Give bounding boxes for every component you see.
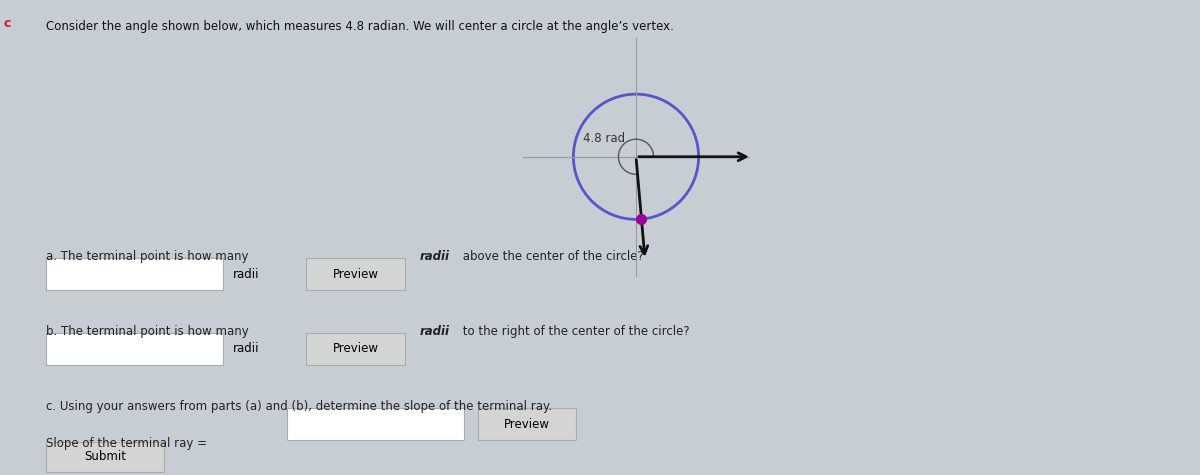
FancyBboxPatch shape xyxy=(46,333,223,365)
FancyBboxPatch shape xyxy=(46,442,164,472)
FancyBboxPatch shape xyxy=(306,333,404,365)
Text: above the center of the circle?: above the center of the circle? xyxy=(458,250,643,263)
FancyBboxPatch shape xyxy=(306,258,404,290)
Text: Preview: Preview xyxy=(504,418,551,430)
Text: radii: radii xyxy=(233,267,259,281)
Text: Preview: Preview xyxy=(332,342,378,355)
Text: radii: radii xyxy=(233,342,259,355)
Text: b. The terminal point is how many: b. The terminal point is how many xyxy=(46,325,253,338)
Text: a. The terminal point is how many: a. The terminal point is how many xyxy=(46,250,252,263)
Text: to the right of the center of the circle?: to the right of the center of the circle… xyxy=(458,325,689,338)
Text: Slope of the terminal ray =: Slope of the terminal ray = xyxy=(46,437,208,450)
Text: radii: radii xyxy=(419,325,449,338)
Text: c. Using your answers from parts (a) and (b), determine the slope of the termina: c. Using your answers from parts (a) and… xyxy=(46,400,552,413)
FancyBboxPatch shape xyxy=(46,258,223,290)
FancyBboxPatch shape xyxy=(287,408,463,440)
Text: 4.8 rad: 4.8 rad xyxy=(583,133,625,145)
FancyBboxPatch shape xyxy=(479,408,576,440)
Text: c: c xyxy=(4,17,11,29)
Text: radii: radii xyxy=(419,250,449,263)
Text: Preview: Preview xyxy=(332,267,378,281)
Text: Submit: Submit xyxy=(84,450,126,464)
Text: Consider the angle shown below, which measures 4.8 radian. We will center a circ: Consider the angle shown below, which me… xyxy=(46,20,674,33)
